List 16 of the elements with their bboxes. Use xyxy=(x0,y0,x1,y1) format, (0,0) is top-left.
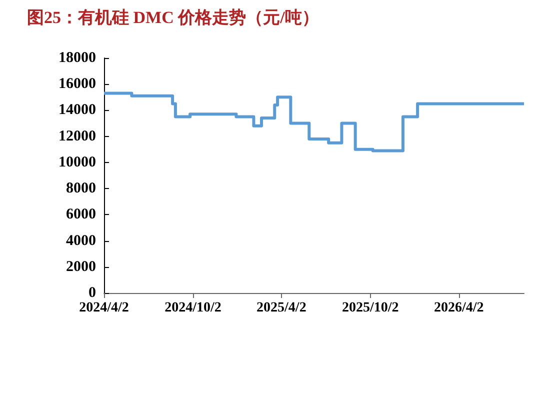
y-tick-label: 16000 xyxy=(58,76,96,92)
y-tick-label: 12000 xyxy=(58,128,96,144)
x-tick-label: 2025/10/2 xyxy=(342,300,399,316)
x-tick-label: 2024/10/2 xyxy=(164,300,222,316)
x-tick-label: 2024/4/2 xyxy=(79,300,129,316)
y-tick-label: 4000 xyxy=(66,232,96,249)
y-tick-label: 2000 xyxy=(66,258,96,275)
y-tick-label: 10000 xyxy=(58,154,96,170)
y-tick-label: 6000 xyxy=(66,206,96,223)
x-tick-label: 2025/4/2 xyxy=(256,300,306,316)
y-tick-label: 0 xyxy=(88,285,96,301)
y-tick-label: 18000 xyxy=(58,50,96,66)
x-tick-label: 2026/4/2 xyxy=(434,300,484,316)
y-tick-label: 14000 xyxy=(58,102,96,118)
chart-title: 图25：有机硅 DMC 价格走势（元/吨） xyxy=(27,8,319,27)
y-tick-label: 8000 xyxy=(66,180,96,197)
